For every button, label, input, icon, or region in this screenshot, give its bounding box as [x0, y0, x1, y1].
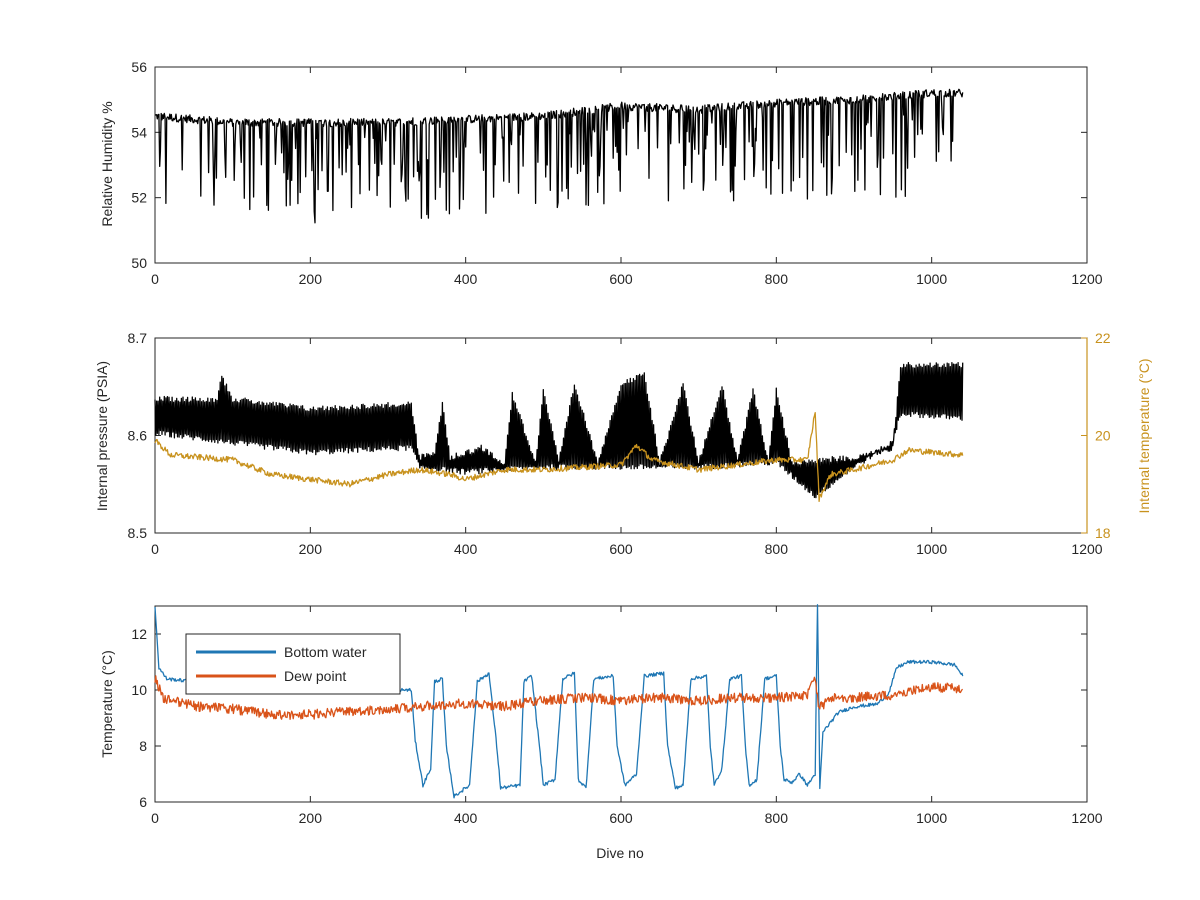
- humidity-panel: Relative Humidity % 0 200 400 600 800 1000 120…: [99, 59, 1103, 287]
- series-line-dew-point: [154, 675, 964, 720]
- series-line-1: [154, 411, 964, 503]
- y2-tick-label: 18: [1095, 525, 1111, 541]
- x-tick-label: 1000: [916, 810, 947, 826]
- pressure-temperature-panel: Internal pressure (PSIA) Internal temper…: [94, 330, 1152, 557]
- y-tick-label: 8.6: [128, 428, 148, 444]
- x-tick-label: 0: [151, 541, 159, 557]
- x-tick-label: 800: [765, 271, 789, 287]
- y-tick-label: 6: [139, 794, 147, 810]
- x-tick-label: 400: [454, 541, 478, 557]
- x-tick-label: 600: [609, 541, 633, 557]
- y-axis-label: Temperature (°C): [99, 650, 115, 758]
- x-tick-label: 600: [609, 271, 633, 287]
- x-tick-label: 1000: [916, 271, 947, 287]
- y-tick-label: 8: [139, 738, 147, 754]
- y-tick-label: 8.7: [128, 330, 148, 346]
- x-axis-label: Dive no: [596, 845, 644, 861]
- y2-axis-label: Internal temperature (°C): [1136, 359, 1152, 514]
- legend-box: [185, 633, 401, 695]
- y-tick-label: 56: [131, 59, 147, 75]
- x-tick-label: 200: [299, 541, 323, 557]
- legend: Bottom water Dew point: [185, 633, 401, 695]
- x-tick-label: 0: [151, 271, 159, 287]
- y-axis-label: Relative Humidity %: [99, 101, 115, 226]
- x-tick-label: 400: [454, 810, 478, 826]
- x-tick-label: 800: [765, 541, 789, 557]
- y-tick-label: 54: [131, 124, 147, 140]
- x-tick-label: 1200: [1071, 541, 1102, 557]
- x-tick-label: 1200: [1071, 271, 1102, 287]
- y-tick-label: 50: [131, 255, 147, 271]
- legend-label: Dew point: [284, 668, 346, 684]
- x-tick-label: 800: [765, 810, 789, 826]
- legend-label: Bottom water: [284, 644, 367, 660]
- x-tick-label: 1000: [916, 541, 947, 557]
- series-line-0: [154, 88, 964, 224]
- x-tick-label: 0: [151, 810, 159, 826]
- x-tick-label: 600: [609, 810, 633, 826]
- x-tick-label: 200: [299, 271, 323, 287]
- y-tick-label: 52: [131, 190, 147, 206]
- y-tick-label: 8.5: [128, 525, 148, 541]
- y-tick-label: 10: [131, 682, 147, 698]
- x-tick-label: 400: [454, 271, 478, 287]
- x-tick-label: 1200: [1071, 810, 1102, 826]
- temperature-panel: Temperature (°C) Dive no 0 200 400 600 800 10…: [99, 604, 1103, 861]
- x-tick-label: 200: [299, 810, 323, 826]
- y2-tick-label: 22: [1095, 330, 1111, 346]
- y2-tick-label: 20: [1095, 428, 1111, 444]
- y-tick-label: 12: [131, 626, 147, 642]
- y-axis-label: Internal pressure (PSIA): [94, 361, 110, 511]
